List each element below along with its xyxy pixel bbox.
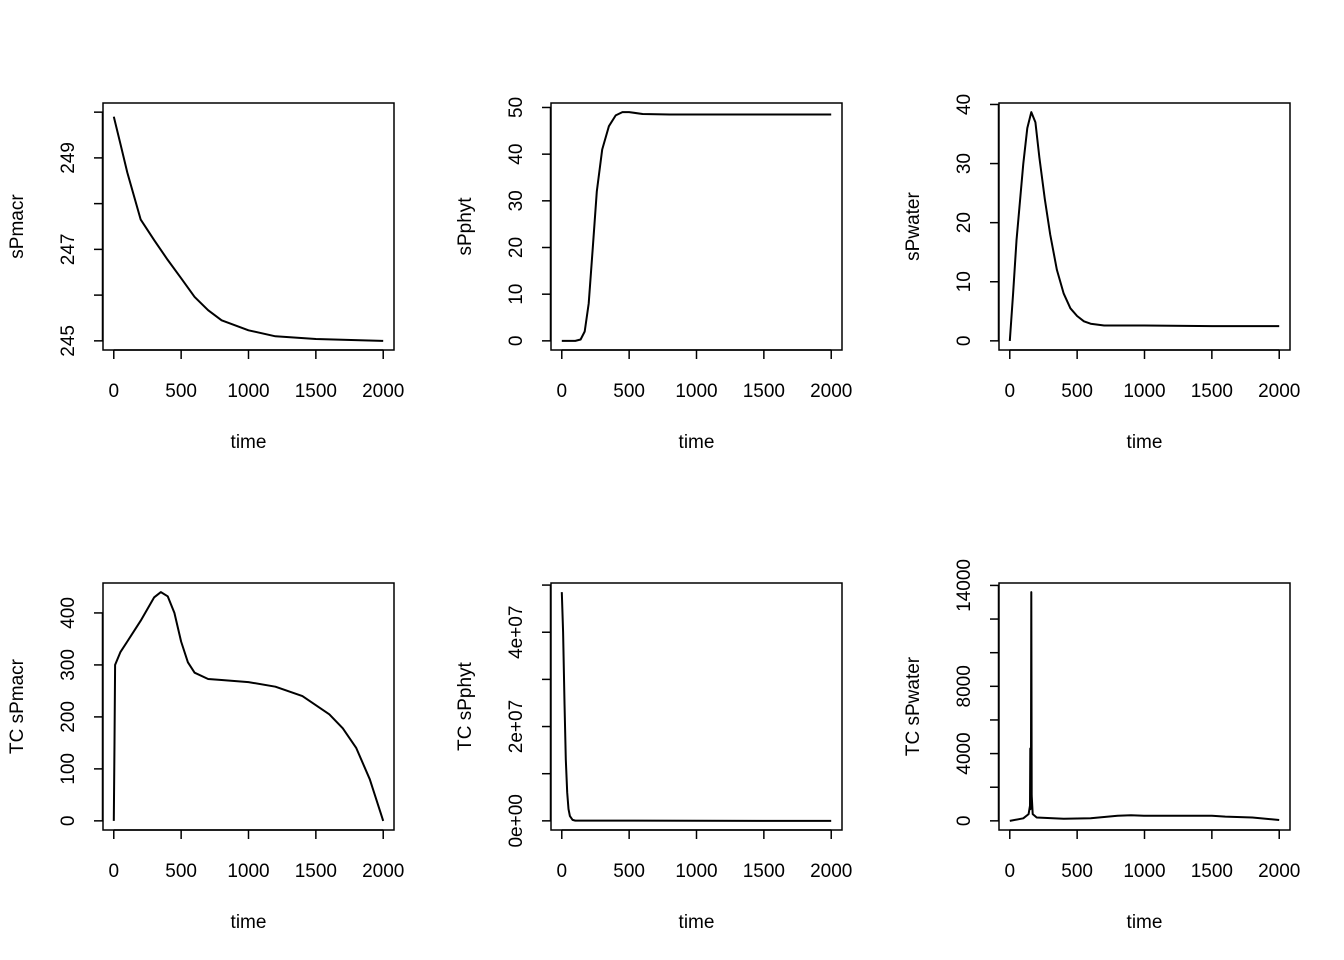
x-tick-label: 1500 — [743, 381, 785, 402]
y-axis-title: sPmacr — [7, 194, 28, 259]
y-tick-label: 247 — [58, 234, 79, 266]
y-axis-title: sPphyt — [455, 197, 476, 256]
x-tick-label: 500 — [1061, 861, 1093, 882]
x-tick-label: 1000 — [227, 381, 269, 402]
panel-5: 0 500 1000 1500 2000 0e+00 2e+07 4e+07 time TC sP… — [455, 582, 852, 933]
y-tick-label: 20 — [954, 212, 975, 233]
x-tick-label: 1500 — [743, 861, 785, 882]
series-line — [112, 591, 385, 822]
x-tick-label: 500 — [165, 381, 197, 402]
y-tick-label: 30 — [954, 153, 975, 174]
x-tick-label: 1500 — [295, 861, 337, 882]
series-line — [560, 592, 832, 822]
y-tick-label: 4000 — [954, 732, 975, 774]
y-tick-label: 400 — [58, 597, 79, 629]
x-axis-title: time — [1127, 912, 1163, 933]
x-tick-label: 2000 — [362, 861, 404, 882]
x-tick-label: 1500 — [1191, 381, 1233, 402]
x-tick-label: 1000 — [675, 381, 717, 402]
x-tick-label: 2000 — [810, 381, 852, 402]
y-axis-title: TC sPmacr — [7, 658, 28, 754]
x-tick-label: 0 — [108, 861, 119, 882]
y-axis-title: TC sPphyt — [455, 661, 476, 750]
panel-6: 0 500 1000 1500 2000 0 4000 8000 14000 time TC sPw… — [903, 559, 1300, 933]
series-line — [112, 116, 384, 342]
y-tick-label: 14000 — [954, 559, 975, 612]
y-tick-label: 0 — [954, 336, 975, 347]
x-tick-label: 0 — [1004, 861, 1015, 882]
plot-box — [998, 102, 1291, 351]
x-tick-label: 2000 — [810, 861, 852, 882]
x-tick-label: 1500 — [295, 381, 337, 402]
x-tick-label: 1500 — [1191, 861, 1233, 882]
y-tick-label: 10 — [954, 271, 975, 292]
x-axis-title: time — [231, 912, 267, 933]
y-tick-label: 10 — [506, 284, 527, 305]
x-tick-label: 2000 — [362, 381, 404, 402]
x-axis-title: time — [231, 432, 267, 453]
x-tick-label: 500 — [613, 381, 645, 402]
x-axis-title: time — [1127, 432, 1163, 453]
series-line — [1009, 591, 1280, 822]
panel-2: 0 500 1000 1500 2000 0 10 20 30 40 50 time sPphyt — [455, 97, 852, 453]
plot-box — [550, 582, 843, 831]
y-tick-label: 0 — [58, 816, 79, 827]
plot-box — [102, 102, 395, 351]
x-axis-title: time — [679, 432, 715, 453]
x-tick-label: 1000 — [1123, 861, 1165, 882]
x-tick-label: 2000 — [1258, 381, 1300, 402]
y-tick-label: 249 — [58, 142, 79, 174]
x-tick-label: 0 — [556, 861, 567, 882]
x-tick-label: 500 — [1061, 381, 1093, 402]
x-tick-label: 1000 — [227, 861, 269, 882]
y-tick-label: 2e+07 — [506, 700, 527, 753]
y-tick-label: 0 — [506, 336, 527, 347]
y-tick-label: 300 — [58, 649, 79, 681]
y-axis-title: sPwater — [903, 192, 924, 261]
x-tick-label: 2000 — [1258, 861, 1300, 882]
panel-3: 0 500 1000 1500 2000 0 10 20 30 40 time sPwater — [903, 94, 1300, 453]
y-tick-label: 4e+07 — [506, 606, 527, 659]
x-tick-label: 1000 — [1123, 381, 1165, 402]
plot-box — [102, 582, 395, 831]
y-axis-title: TC sPwater — [903, 656, 924, 756]
panel-4: 0 500 1000 1500 2000 0 100 200 300 400 time TC sPma… — [7, 582, 404, 933]
panel-1: 0 500 1000 1500 2000 245 247 249 time sPmacr — [7, 102, 404, 453]
y-tick-label: 245 — [58, 325, 79, 357]
x-tick-label: 500 — [165, 861, 197, 882]
y-tick-label: 30 — [506, 190, 527, 211]
x-tick-label: 500 — [613, 861, 645, 882]
y-tick-label: 8000 — [954, 665, 975, 707]
series-line — [561, 111, 832, 342]
series-line — [1008, 111, 1280, 341]
y-tick-label: 0 — [954, 816, 975, 827]
y-tick-label: 200 — [58, 701, 79, 733]
x-tick-label: 1000 — [675, 861, 717, 882]
x-tick-label: 0 — [1004, 381, 1015, 402]
y-tick-label: 50 — [506, 97, 527, 118]
x-axis-title: time — [679, 912, 715, 933]
y-tick-label: 0e+00 — [506, 794, 527, 847]
x-tick-label: 0 — [108, 381, 119, 402]
y-tick-label: 100 — [58, 753, 79, 785]
y-tick-label: 40 — [954, 94, 975, 115]
y-tick-label: 20 — [506, 237, 527, 258]
plot-box — [998, 582, 1291, 831]
x-tick-label: 0 — [556, 381, 567, 402]
y-tick-label: 40 — [506, 144, 527, 165]
